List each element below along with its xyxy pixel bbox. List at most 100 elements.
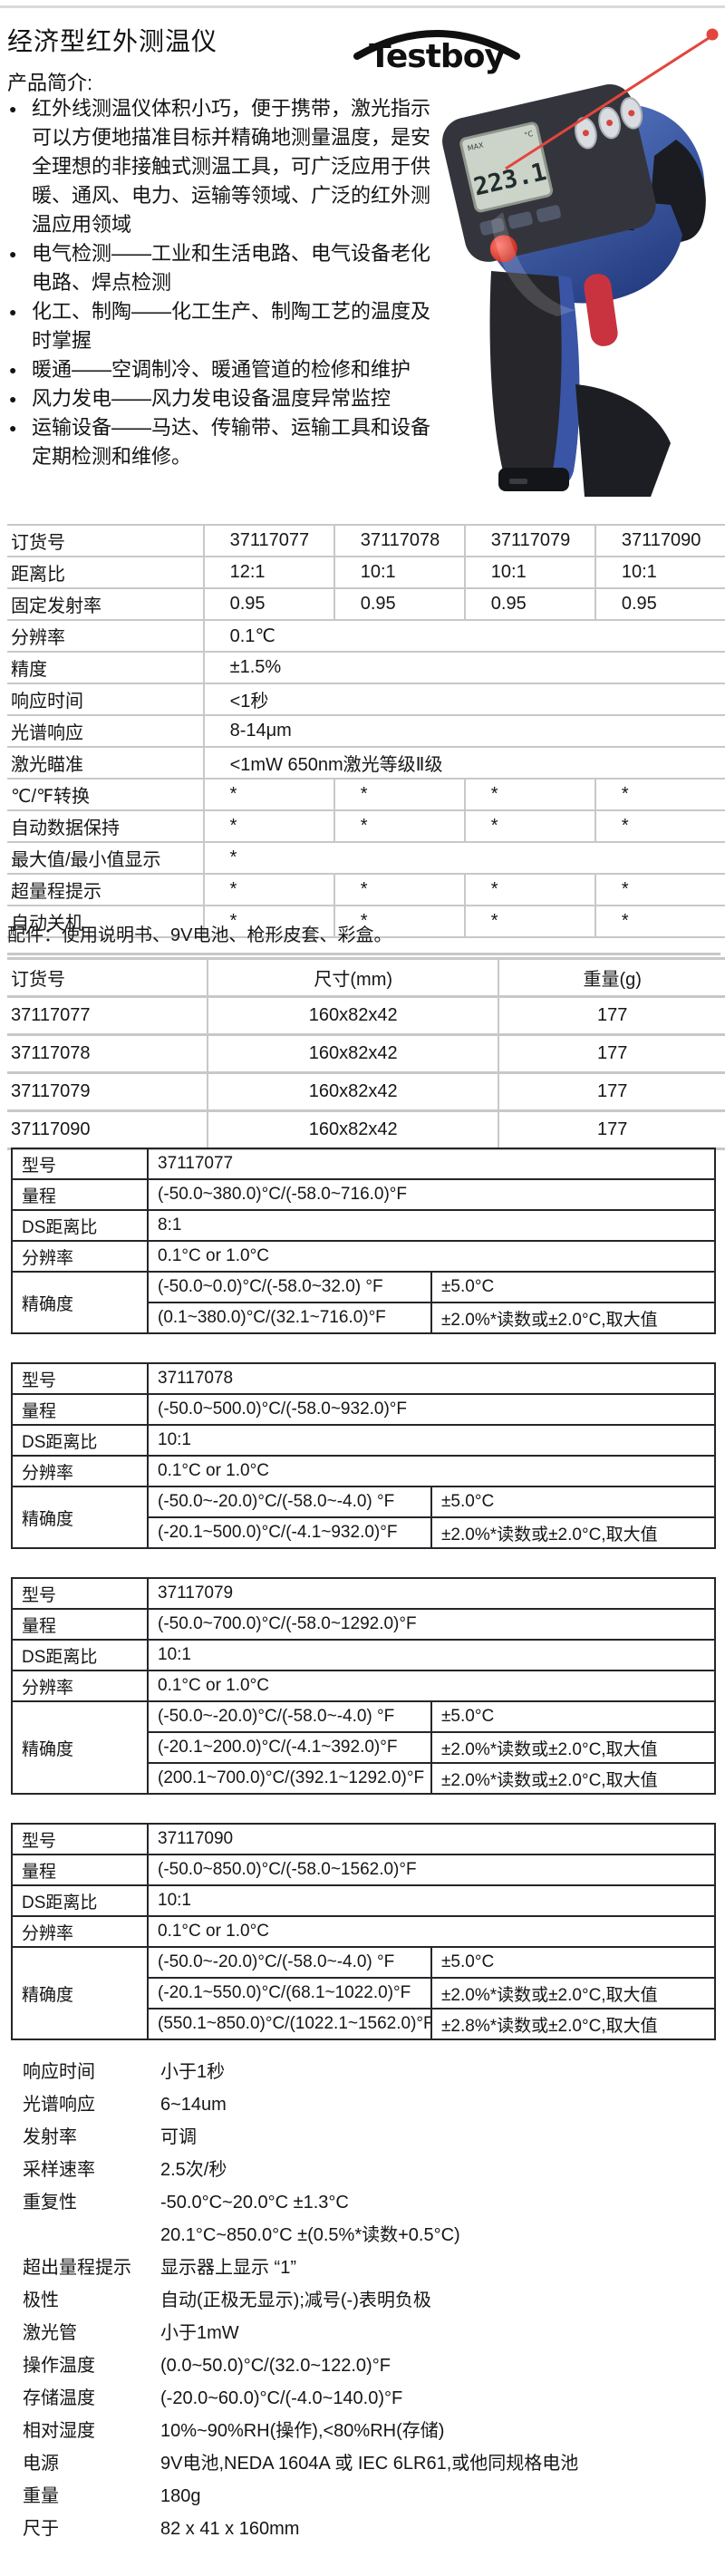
intro-bullet: 电气检测——工业和生活电路、电气设备老化电路、焊点检测 [7,239,433,297]
size-table: 订货号 尺寸(mm) 重量(g) 37117077 160x82x42 177 37117… [7,957,725,1150]
bottom-spec-row: 操作温度 (0.0~50.0)°C/(32.0~122.0)°F [23,2349,711,2382]
model-accuracy-value: ±5.0°C [430,1946,716,1979]
bottom-spec-row: 光谱响应 6~14um [23,2088,711,2121]
model-row: DS距离比 10:1 [11,1639,716,1671]
model-accuracy-range: (0.1~380.0)°C/(32.1~716.0)°F [147,1302,432,1334]
bottom-specs: 响应时间 小于1秒 光谱响应 6~14um 发射率 可调 采样速率 2.5次/秒 重复性 -50.… [23,2056,711,2545]
model-row-label: 型号 [11,1577,149,1610]
spec-row-label: 最大值/最小值显示 [7,841,204,874]
bottom-spec-label: 相对湿度 [23,2421,95,2441]
spec-cell: * [594,778,725,810]
model-row: 精确度 (-50.0~-20.0)°C/(-58.0~-4.0) °F ±5.0°C [11,1486,716,1549]
model-row: 分辨率 0.1°C or 1.0°C [11,1455,716,1487]
model-accuracy-range: (-50.0~-20.0)°C/(-58.0~-4.0) °F [147,1946,432,1979]
bottom-spec-value: 可调 [160,2127,197,2147]
model-row: 型号 37117078 [11,1362,716,1395]
model-table-body: 型号 37117077 量程 (-50.0~380.0)°C/(-58.0~716.0… [11,1148,716,1334]
bottom-spec-value: (-20.0~60.0)°C/(-4.0~140.0)°F [160,2388,403,2408]
bottom-spec-value: 2.5次/秒 [160,2160,227,2180]
trigger [584,274,618,346]
model-row: (550.1~850.0)°C/(1022.1~1562.0)°F ±2.8%*读… [12,2008,716,2040]
function-button [536,205,561,223]
spec-row: 精度 ±1.5% [7,651,725,683]
model-row-label: DS距离比 [11,1639,149,1671]
bottom-spec-label: 操作温度 [23,2356,95,2376]
model-row-value: 37117078 [147,1362,716,1395]
size-cell: 160x82x42 [207,1109,499,1150]
model-row-value: (-50.0~700.0)°C/(-58.0~1292.0)°F [147,1608,716,1641]
model-row-label: 量程 [11,1854,149,1886]
model-row-label: 型号 [11,1148,149,1180]
spec-row-label: 分辨率 [7,619,204,652]
spec-cell: 0.95 [333,587,465,620]
bottom-spec-value: -50.0°C~20.0°C ±1.3°C [160,2193,349,2213]
model-table: 型号 37117077 量程 (-50.0~380.0)°C/(-58.0~716.0… [11,1148,716,1334]
size-row: 37117079 160x82x42 177 [7,1071,725,1111]
spec-row-label: 自动关机 [7,905,204,938]
spec-row: 光谱响应 8-14μm [7,714,725,747]
spec-row: 固定发射率 0.95 0.95 0.95 0.95 [7,587,725,620]
model-accuracy-value: ±2.0%*读数或±2.0°C,取大值 [430,1731,716,1764]
function-button [508,211,533,229]
spec-row-label: 响应时间 [7,683,204,715]
model-row: 分辨率 0.1°C or 1.0°C [11,1915,716,1948]
spec-cell: * [463,905,595,938]
bottom-spec-value: 6~14um [160,2095,227,2115]
model-accuracy-value: ±5.0°C [430,1486,716,1518]
bottom-spec-row: 存储温度 (-20.0~60.0)°C/(-4.0~140.0)°F [23,2382,711,2415]
bottom-spec-label: 响应时间 [23,2062,95,2082]
spec-row: 自动关机 * * * * [7,905,725,938]
spec-row: ℃/℉转换 * * * * [7,778,725,810]
spec-cell: * [463,809,595,842]
spec-row-label: 光谱响应 [7,714,204,747]
model-row: (200.1~700.0)°C/(392.1~1292.0)°F ±2.0%*读数… [12,1762,716,1795]
spec-cell: * [333,873,465,905]
bottom-spec-row: 采样速率 2.5次/秒 [23,2154,711,2186]
model-accuracy-range: (-50.0~-20.0)°C/(-58.0~-4.0) °F [147,1700,432,1733]
spec-cell: * [202,873,334,905]
spec-cell: <1秒 [202,683,725,715]
spec-row: 最大值/最小值显示 * [7,841,725,874]
spec-cell: * [202,809,334,842]
spec-row: 响应时间 <1秒 [7,683,725,715]
model-row-value: 8:1 [147,1209,716,1242]
model-row-label: 分辨率 [11,1670,149,1702]
spec-cell: * [202,905,334,938]
intro-heading: 产品简介: [7,72,93,94]
model-row-label: 型号 [11,1362,149,1395]
model-row: 精确度 (-50.0~-20.0)°C/(-58.0~-4.0) °F ±5.0°C [11,1700,716,1795]
spec-cell: * [594,809,725,842]
model-row: 量程 (-50.0~850.0)°C/(-58.0~1562.0)°F [11,1854,716,1886]
model-accuracy-value: ±2.8%*读数或±2.0°C,取大值 [430,2008,716,2040]
spec-row-label: 固定发射率 [7,587,204,620]
bottom-spec-value: 9V电池,NEDA 1604A 或 IEC 6LR61,或他同规格电池 [160,2454,579,2474]
spec-row: 自动数据保持 * * * * [7,809,725,842]
model-row: 分辨率 0.1°C or 1.0°C [11,1240,716,1273]
lcd-unit-label: °C [524,130,535,140]
bottom-spec-value: 10%~90%RH(操作),<80%RH(存储) [160,2421,445,2441]
size-row: 37117090 160x82x42 177 [7,1109,725,1150]
model-accuracy-value: ±5.0°C [430,1271,716,1303]
model-accuracy-range: (-20.1~200.0)°C/(-4.1~392.0)°F [147,1731,432,1764]
laser-dot [706,28,719,41]
model-accuracy-range: (-50.0~-20.0)°C/(-58.0~-4.0) °F [147,1486,432,1518]
spec-row: 激光瞄准 <1mW 650nm激光等级Ⅱ级 [7,746,725,779]
battery-base-slot [509,479,527,484]
model-row: 分辨率 0.1°C or 1.0°C [11,1670,716,1702]
grip-blue-edge [549,276,580,489]
size-cell: 37117077 [7,995,208,1035]
model-row-value: 37117079 [147,1577,716,1610]
bottom-spec-label: 重量 [23,2486,59,2506]
model-row: 精确度 (-50.0~0.0)°C/(-58.0~32.0) °F ±5.0°C [11,1271,716,1334]
battery-base [498,468,569,491]
top-divider [0,5,725,8]
model-accuracy-value: ±2.0%*读数或±2.0°C,取大值 [430,1516,716,1549]
bottom-spec-value: 20.1°C~850.0°C ±(0.5%*读数+0.5°C) [160,2225,460,2245]
model-row: DS距离比 10:1 [11,1424,716,1457]
spec-cell: 37117077 [202,524,334,557]
intro-bullet-list: 红外线测温仪体积小巧，便于携带，激光指示可以方便地描准目标并精确地测量温度，是安… [7,94,433,471]
size-col-header: 重量(g) [498,957,725,997]
bottom-spec-row: 重复性 -50.0°C~20.0°C ±1.3°C [23,2186,711,2219]
model-row: (0.1~380.0)°C/(32.1~716.0)°F ±2.0%*读数或±2.… [12,1302,716,1334]
spec-cell: * [463,778,595,810]
